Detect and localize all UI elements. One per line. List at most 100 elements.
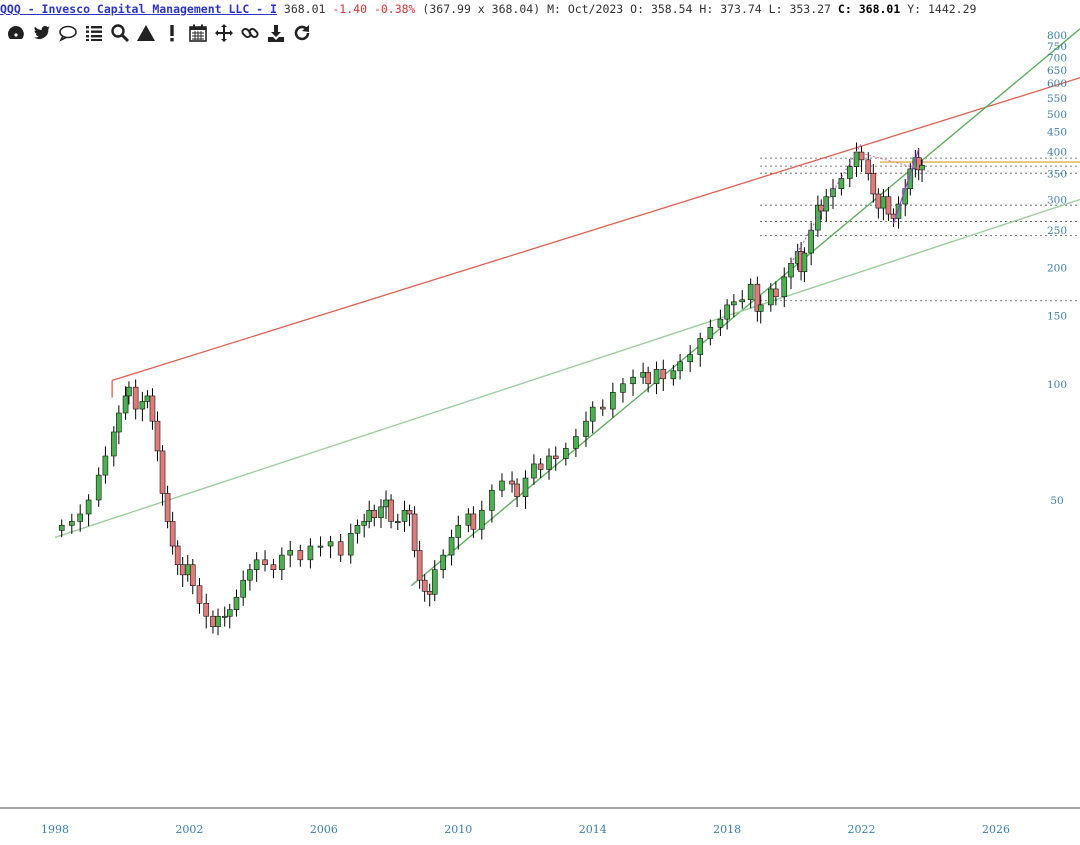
- candle-body: [95, 474, 102, 501]
- y-tick-label-700: 700: [1047, 52, 1067, 64]
- candle-body: [552, 455, 559, 459]
- candle-body: [215, 615, 221, 627]
- candle-body: [640, 372, 646, 378]
- period-label: M: Oct/2023: [547, 2, 624, 16]
- yield-value: Y: 1442.29: [907, 2, 977, 16]
- candle-body: [279, 554, 285, 570]
- dashboard-icon: [7, 25, 24, 39]
- candle-body: [371, 510, 378, 518]
- candle-body: [210, 615, 216, 627]
- y-tick-label-100: 100: [1047, 379, 1067, 391]
- download-button[interactable]: [265, 22, 286, 43]
- symbol-title-link[interactable]: QQQ - Invesco Capital Management LLC - I: [0, 2, 277, 16]
- candle-body: [262, 559, 268, 565]
- twitter-button[interactable]: [31, 22, 52, 43]
- y-tick-label-800: 800: [1047, 30, 1067, 42]
- close-value: 368.01: [858, 2, 901, 16]
- candle-body: [448, 537, 455, 556]
- candle-body: [768, 288, 774, 306]
- candle-body: [870, 173, 877, 195]
- candle-body: [620, 383, 626, 393]
- candle-body: [307, 545, 314, 561]
- price-change-percent: -0.38%: [373, 2, 416, 16]
- calendar-icon: [188, 24, 207, 42]
- triangle-button[interactable]: [135, 22, 156, 43]
- candle-body: [455, 524, 462, 538]
- candle-body: [126, 386, 132, 397]
- candle-body: [781, 276, 788, 298]
- candle-body: [919, 164, 925, 171]
- candle-body: [164, 493, 171, 522]
- candle-body: [531, 463, 537, 479]
- candle-body: [757, 304, 764, 312]
- candle-body: [179, 564, 186, 576]
- twitter-icon: [33, 25, 50, 39]
- last-price: 368.01: [283, 2, 326, 16]
- y-tick-label-350: 350: [1047, 169, 1067, 181]
- dashboard-button[interactable]: [5, 22, 26, 43]
- candle-body: [394, 521, 401, 523]
- candle-body: [111, 431, 117, 457]
- candle-body: [697, 338, 704, 355]
- link-button[interactable]: [239, 22, 260, 43]
- list-button[interactable]: [83, 22, 104, 43]
- candle-body: [411, 513, 418, 551]
- candle-body: [154, 420, 161, 452]
- candle-body: [122, 395, 129, 414]
- candle-body: [677, 361, 683, 372]
- list-icon: [85, 25, 102, 41]
- candle-body: [401, 510, 408, 522]
- y-tick-label-750: 750: [1047, 41, 1067, 53]
- quote-header: QQQ - Invesco Capital Management LLC - I…: [0, 0, 1080, 18]
- calendar-button[interactable]: [187, 22, 208, 43]
- candle-body: [406, 510, 413, 515]
- y-tick-label-200: 200: [1047, 263, 1067, 275]
- candle-body: [514, 483, 520, 497]
- candle-body: [174, 545, 181, 565]
- candle-body: [599, 406, 606, 410]
- candle-body: [139, 401, 146, 410]
- candle-body: [149, 395, 156, 422]
- candle-body: [144, 395, 151, 402]
- candle-body: [169, 521, 176, 547]
- x-tick-label-2018: 2018: [713, 823, 741, 836]
- refresh-icon: [294, 24, 309, 40]
- candle-body: [159, 450, 166, 494]
- comment-icon: [58, 25, 77, 42]
- y-tick-label-150: 150: [1047, 311, 1067, 323]
- candle-body: [907, 168, 914, 189]
- green-trendline-0: [410, 28, 1080, 587]
- candle-body: [416, 550, 423, 581]
- candle-body: [102, 455, 109, 476]
- candle-body: [830, 188, 836, 198]
- candle-body: [203, 603, 210, 617]
- candle-body: [838, 178, 845, 189]
- candle-body: [630, 376, 636, 385]
- alert-button[interactable]: [161, 22, 182, 43]
- purple-rally-line: [892, 148, 920, 224]
- candle-body: [754, 283, 761, 312]
- candle-body: [354, 524, 361, 534]
- y-tick-label-50: 50: [1050, 495, 1063, 507]
- candle-body: [537, 463, 544, 470]
- move-button[interactable]: [213, 22, 234, 43]
- search-button[interactable]: [109, 22, 130, 43]
- candle-body: [184, 564, 191, 576]
- candle-body: [479, 510, 485, 530]
- candle-body: [653, 368, 660, 385]
- candle-body: [885, 196, 892, 215]
- candle-body: [717, 318, 724, 328]
- candle-body: [226, 609, 233, 617]
- candle-body: [563, 448, 569, 459]
- pink-decline-line: [861, 152, 929, 172]
- x-tick-label-2014: 2014: [579, 823, 607, 836]
- x-tick-label-2022: 2022: [848, 823, 876, 836]
- comment-button[interactable]: [57, 22, 78, 43]
- refresh-button[interactable]: [291, 22, 312, 43]
- candle-body: [739, 299, 746, 303]
- x-tick-label-2026: 2026: [982, 823, 1010, 836]
- candle-body: [747, 283, 754, 301]
- y-tick-label-300: 300: [1047, 194, 1067, 206]
- candle-body: [287, 550, 294, 556]
